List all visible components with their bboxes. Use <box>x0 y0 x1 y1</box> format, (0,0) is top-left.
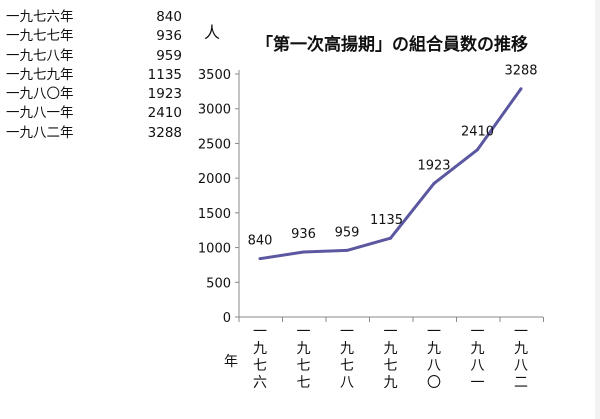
table-value-cell: 959 <box>156 47 182 64</box>
data-label: 1923 <box>417 158 450 173</box>
data-label: 959 <box>335 225 360 240</box>
table-value-cell: 840 <box>156 9 182 25</box>
table-row: 一九八〇年 1923 <box>6 85 182 104</box>
table-value-cell: 936 <box>156 28 182 45</box>
data-point <box>476 148 479 152</box>
y-tick-label: 3500 <box>198 68 231 83</box>
table-year-cell: 一九七九年 <box>6 66 74 83</box>
table-row: 一九八二年 3288 <box>6 124 182 143</box>
x-axis-unit-label: 年 <box>224 354 238 370</box>
data-point <box>389 236 392 240</box>
table-row: 一九七九年 1135 <box>6 66 182 85</box>
y-tick-label: 3000 <box>198 103 231 118</box>
x-tick-label: 一九八〇 <box>427 324 441 391</box>
data-label: 3288 <box>504 64 537 79</box>
y-tick-label: 500 <box>206 276 231 291</box>
table-row: 一九七八年 959 <box>6 47 182 66</box>
x-tick-label: 一九八一 <box>471 324 485 391</box>
table-year-cell: 一九七七年 <box>6 28 74 45</box>
data-point <box>258 257 262 261</box>
chart-title: 「第一次高揚期」の組合員数の推移 <box>256 34 528 55</box>
table-row: 一九七六年 840 <box>6 8 182 27</box>
y-tick-label: 2500 <box>198 137 231 152</box>
x-tick-label: 一九八二 <box>514 324 528 391</box>
data-point <box>345 248 349 252</box>
data-point <box>302 250 305 254</box>
table-value-cell: 2410 <box>147 105 182 122</box>
right-edge-panel <box>595 0 600 419</box>
table-year-cell: 一九七八年 <box>6 47 74 64</box>
x-tick-label: 一九七六 <box>253 324 267 391</box>
table-value-cell: 3288 <box>147 124 182 141</box>
table-value-cell: 1135 <box>147 66 182 83</box>
data-label: 936 <box>291 227 316 242</box>
data-label: 840 <box>248 234 273 249</box>
y-tick-label: 2000 <box>198 172 231 187</box>
table-row: 一九七七年 936 <box>6 27 182 46</box>
data-point <box>519 87 523 91</box>
table-year-cell: 一九八一年 <box>6 105 74 122</box>
y-tick-label: 1500 <box>198 207 231 222</box>
table-year-cell: 一九七六年 <box>6 9 74 25</box>
y-tick-label: 1000 <box>198 242 231 257</box>
data-label: 1135 <box>370 213 403 228</box>
y-tick-label: 0 <box>223 311 231 326</box>
table-year-cell: 一九八二年 <box>6 124 74 141</box>
x-tick-label: 一九七八 <box>340 324 354 391</box>
table-year-cell: 一九八〇年 <box>6 86 74 103</box>
table-value-cell: 1923 <box>147 86 182 103</box>
data-point <box>432 181 436 185</box>
table-row: 一九八一年 2410 <box>6 104 182 123</box>
y-axis-unit-label: 人 <box>204 23 220 42</box>
data-table: 一九七六年 840 一九七七年 936 一九七八年 959 一九七九年 1135 一九八〇年 19… <box>6 8 182 143</box>
data-label: 2410 <box>461 125 494 140</box>
x-tick-label: 一九七七 <box>297 324 311 391</box>
x-tick-label: 一九七九 <box>384 324 398 391</box>
